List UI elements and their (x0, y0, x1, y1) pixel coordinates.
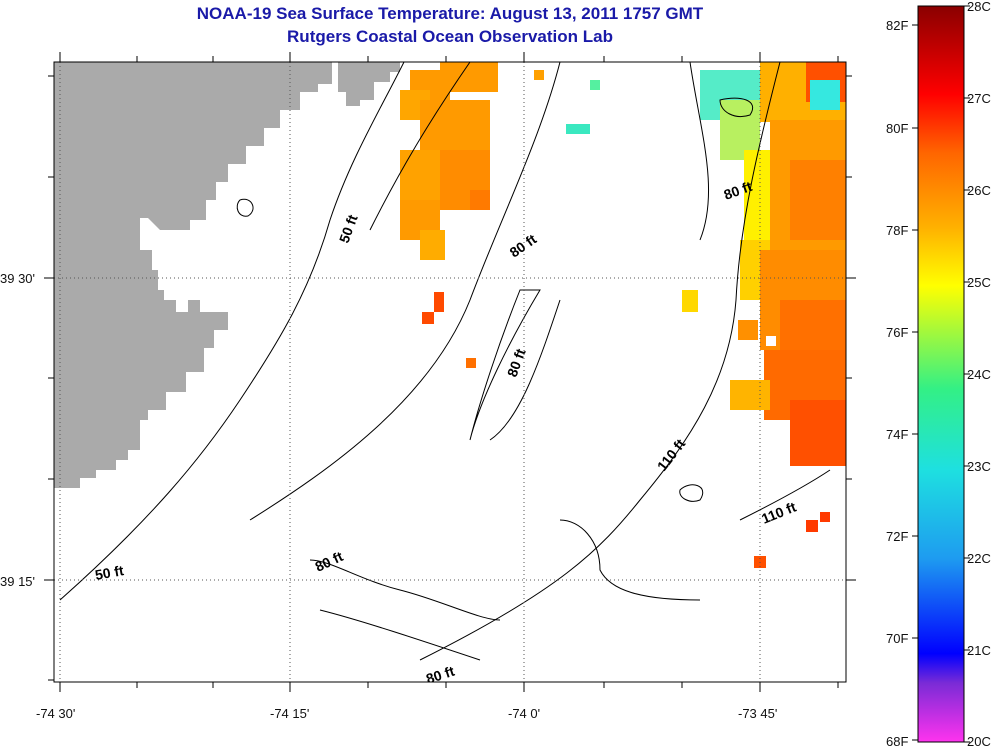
lat-label-39-30: 39 30' (0, 271, 35, 286)
colorbar-f-70: 70F (886, 631, 908, 646)
colorbar-f-80: 80F (886, 121, 908, 136)
colorbar-gradient (917, 5, 965, 743)
bathymetry-contours (59, 62, 831, 661)
colorbar-f-68: 68F (886, 734, 908, 749)
colorbar-c-22: 22C (967, 551, 991, 566)
map-ticks (44, 52, 856, 692)
map-frame (53, 61, 847, 683)
colorbar-f-74: 74F (886, 427, 908, 442)
map-subtitle: Rutgers Coastal Ocean Observation Lab (287, 27, 613, 46)
colorbar-c-27: 27C (967, 91, 991, 106)
colorbar-f-76: 76F (886, 325, 908, 340)
lon-label-74-15: -74 15' (270, 706, 309, 721)
colorbar-f-78: 78F (886, 223, 908, 238)
sst-cluster-east (682, 62, 846, 568)
map-title: NOAA-19 Sea Surface Temperature: August … (196, 4, 704, 23)
land-mass (54, 62, 400, 488)
colorbar-c-28: 28C (967, 0, 991, 14)
colorbar-c-25: 25C (967, 275, 991, 290)
colorbar: 82F 80F 78F 76F 74F 72F 70F 68F 28C 27C … (886, 0, 991, 749)
colorbar-f-82: 82F (886, 18, 908, 33)
lat-label-39-15: 39 15' (0, 574, 35, 589)
colorbar-c-20: 20C (967, 734, 991, 749)
colorbar-ticks (912, 5, 970, 743)
contour-label-50ft-south: 50 ft (94, 562, 125, 583)
lon-label-74-30: -74 30' (36, 706, 75, 721)
sst-cluster-north (400, 62, 544, 368)
sst-cyan-pixels (566, 80, 600, 134)
lon-label-74-0: -74 0' (508, 706, 540, 721)
lon-label-73-45: -73 45' (738, 706, 777, 721)
graticule (54, 62, 846, 682)
colorbar-c-26: 26C (967, 183, 991, 198)
colorbar-c-24: 24C (967, 367, 991, 382)
colorbar-c-21: 21C (967, 643, 991, 658)
colorbar-c-23: 23C (967, 459, 991, 474)
colorbar-f-72: 72F (886, 529, 908, 544)
